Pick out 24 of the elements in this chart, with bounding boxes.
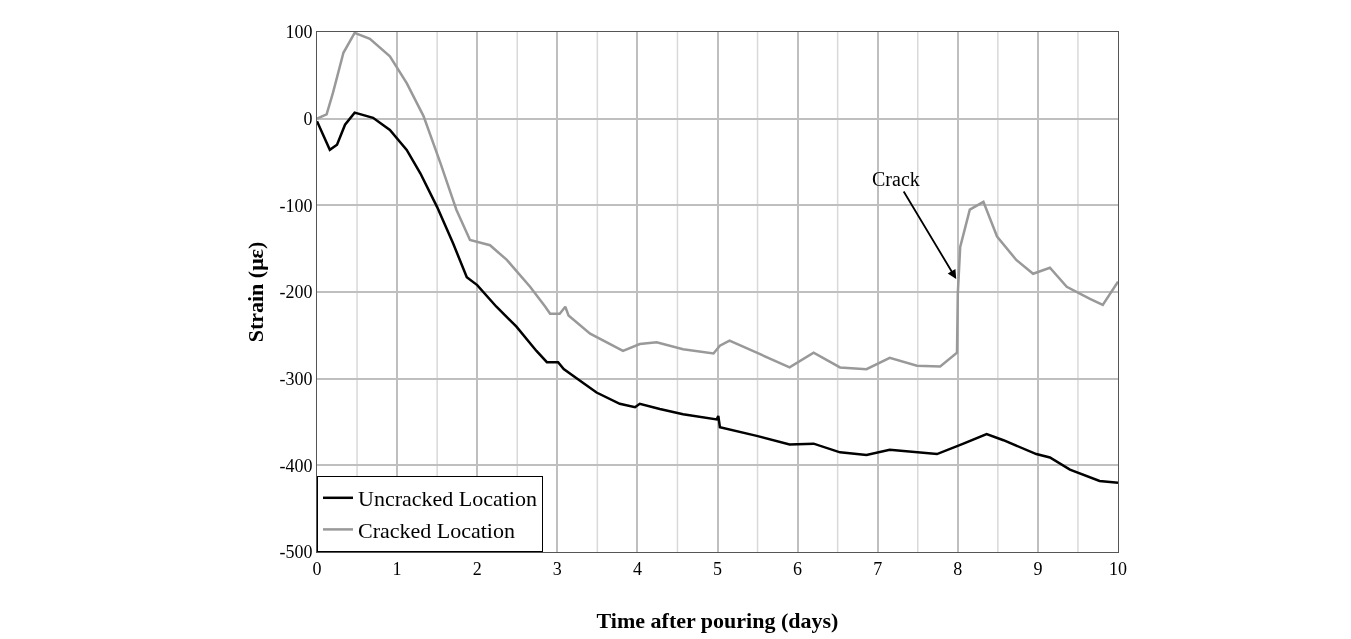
x-tick-label: 7 (873, 558, 883, 579)
y-tick-label: -300 (279, 368, 313, 389)
y-tick-label: -100 (279, 195, 313, 216)
x-axis-title: Time after pouring (days) (596, 608, 839, 633)
y-tick-label: -400 (279, 455, 313, 476)
x-tick-label: 1 (392, 558, 402, 579)
y-tick-label: 0 (303, 108, 313, 129)
x-tick-label: 4 (632, 558, 642, 579)
x-tick-label: 9 (1033, 558, 1043, 579)
line-series (317, 32, 1118, 371)
y-tick-label: -200 (279, 282, 313, 303)
y-axis-title: Strain (με) (243, 241, 268, 343)
annotation: Crack (872, 168, 920, 190)
line-series (317, 111, 1118, 484)
y-tick-label: -500 (279, 542, 313, 563)
y-tick-label: 100 (285, 22, 313, 43)
x-tick-label: 6 (793, 558, 803, 579)
legend-label: Cracked Location (358, 517, 515, 543)
legend-label: Uncracked Location (358, 486, 537, 512)
x-tick-label: 5 (713, 558, 722, 579)
x-tick-label: 10 (1109, 558, 1127, 579)
x-tick-label: 3 (552, 558, 562, 579)
x-tick-label: 8 (953, 558, 963, 579)
x-tick-label: 2 (472, 558, 482, 579)
